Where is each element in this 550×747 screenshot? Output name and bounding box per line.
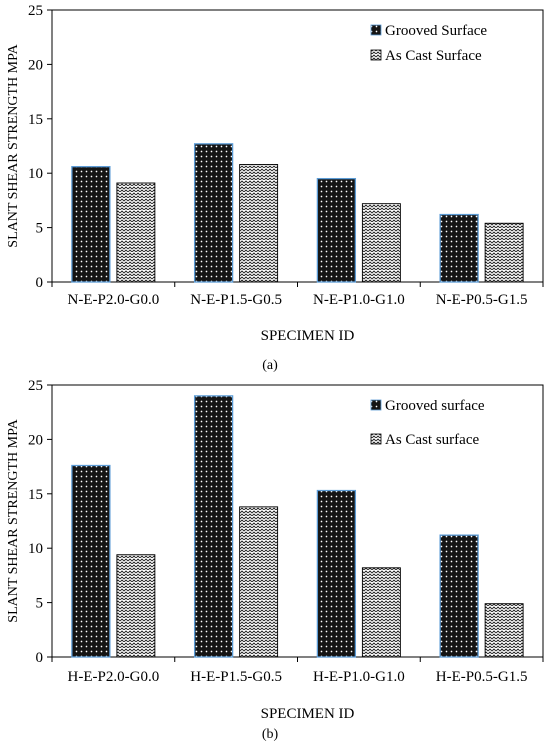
bar-as-cast: [484, 222, 524, 283]
bar-as-cast: [361, 567, 401, 658]
y-tick-label: 25: [28, 3, 43, 19]
y-axis-title: SLANT SHEAR STRENGTH MPA: [6, 43, 21, 247]
y-tick-label: 5: [36, 221, 44, 237]
bar-as-cast: [239, 164, 279, 283]
bar-as-cast: [116, 554, 156, 658]
bar-grooved: [193, 395, 234, 658]
x-tick-label: H-E-P1.0-G1.0: [313, 669, 405, 685]
x-tick-label: N-E-P1.5-G0.5: [190, 292, 282, 308]
legend-swatch: [370, 399, 382, 411]
bar-as-cast: [361, 203, 401, 283]
y-tick-label: 10: [28, 166, 43, 182]
bar-grooved: [439, 534, 479, 658]
legend-label: As Cast surface: [385, 432, 479, 448]
legend-swatch: [370, 49, 382, 61]
bar-grooved: [316, 489, 357, 658]
y-tick-label: 20: [28, 432, 43, 448]
bar-grooved: [71, 166, 111, 283]
legend-label: As Cast Surface: [385, 48, 482, 64]
y-tick-label: 25: [28, 378, 43, 394]
y-tick-label: 20: [28, 57, 43, 73]
y-axis-title: SLANT SHEAR STRENGTH MPA: [6, 418, 21, 622]
bar-grooved: [71, 464, 111, 658]
x-axis-title: SPECIMEN ID: [261, 328, 355, 344]
x-tick-label: N-E-P2.0-G0.0: [68, 292, 160, 308]
panel-label-a: (a): [262, 358, 278, 373]
legend-swatch: [370, 433, 382, 445]
panel-label-b: (b): [262, 727, 279, 742]
bar-grooved: [439, 213, 479, 283]
x-tick-label: N-E-P0.5-G1.5: [436, 292, 528, 308]
bar-as-cast: [239, 506, 279, 658]
y-tick-label: 5: [36, 596, 44, 612]
legend-label: Grooved Surface: [385, 23, 487, 39]
legend-label: Grooved surface: [385, 398, 485, 414]
y-tick-label: 15: [28, 112, 43, 128]
y-tick-label: 0: [36, 650, 44, 666]
bar-grooved: [316, 177, 357, 283]
bar-as-cast: [116, 182, 156, 283]
y-tick-label: 10: [28, 541, 43, 557]
x-tick-label: H-E-P2.0-G0.0: [68, 669, 160, 685]
chart-panel-a: 0 5 10 15 20 25 N-E-P2.0-G0.0 N-E-P1.5-G0.5 N-E-…: [6, 3, 544, 344]
chart-panel-b: 0 5 10 15 20 25 H-E-P2.0-G0.0 H-E-P1.5-G0.5 H-E-…: [6, 378, 544, 722]
bar-grooved: [193, 143, 234, 283]
bar-as-cast: [484, 603, 524, 658]
x-tick-label: H-E-P0.5-G1.5: [436, 669, 528, 685]
y-tick-label: 15: [28, 487, 43, 503]
x-axis-title: SPECIMEN ID: [261, 706, 355, 722]
y-tick-label: 0: [36, 275, 44, 291]
x-tick-label: N-E-P1.0-G1.0: [313, 292, 405, 308]
x-tick-label: H-E-P1.5-G0.5: [190, 669, 282, 685]
legend-swatch: [370, 24, 382, 36]
